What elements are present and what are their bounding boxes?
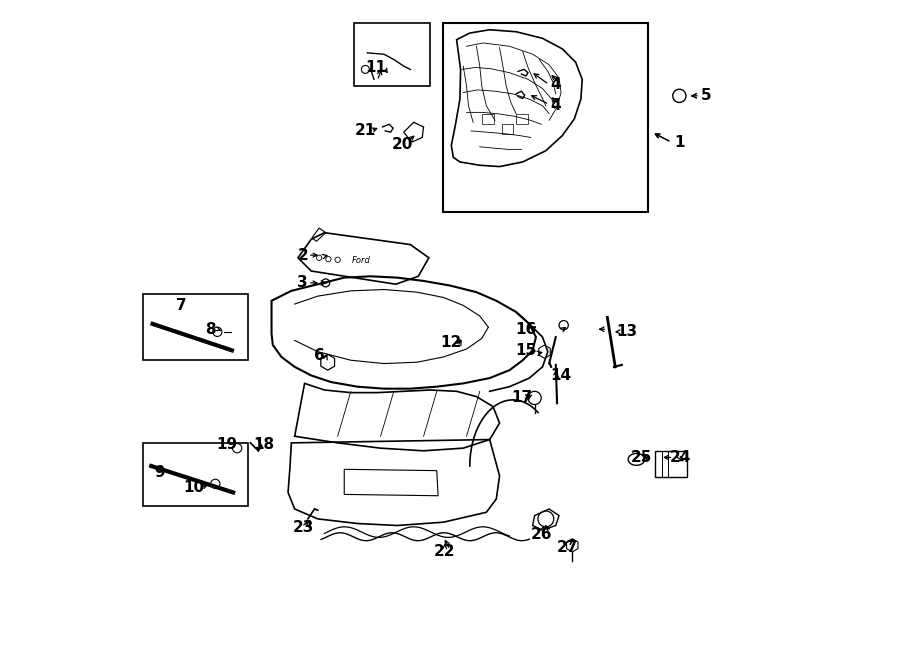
Bar [655, 451, 687, 477]
Text: 11: 11 [365, 60, 386, 75]
Text: 15: 15 [516, 343, 536, 358]
Text: 22: 22 [434, 545, 455, 559]
Bar [501, 124, 514, 134]
Text: 14: 14 [551, 368, 572, 383]
Text: 12: 12 [441, 335, 462, 350]
Text: 20: 20 [392, 137, 413, 151]
Bar [142, 443, 248, 506]
Text: 25: 25 [631, 450, 652, 465]
Text: 6: 6 [314, 348, 325, 363]
Text: 1: 1 [675, 135, 685, 149]
Text: 5: 5 [701, 89, 712, 103]
Bar [142, 294, 248, 360]
Text: 21: 21 [355, 124, 376, 138]
Text: Ford: Ford [351, 256, 370, 265]
Text: 13: 13 [616, 325, 638, 339]
Text: 3: 3 [297, 276, 308, 290]
Text: 4: 4 [551, 77, 561, 92]
Bar [516, 114, 528, 124]
Text: 16: 16 [516, 322, 536, 336]
Text: 26: 26 [530, 527, 552, 541]
Text: 9: 9 [154, 465, 165, 480]
Bar [444, 23, 648, 212]
Text: 8: 8 [205, 322, 216, 336]
Text: 18: 18 [253, 437, 274, 451]
Text: 27: 27 [557, 540, 579, 555]
Text: 19: 19 [216, 437, 237, 451]
Text: 23: 23 [292, 520, 314, 535]
Text: 17: 17 [511, 391, 532, 405]
Text: 4: 4 [551, 98, 561, 113]
Text: 10: 10 [183, 481, 204, 495]
Text: 2: 2 [298, 248, 309, 262]
Bar [482, 114, 493, 124]
Bar [355, 23, 430, 86]
Text: 7: 7 [176, 298, 186, 313]
Text: 24: 24 [670, 450, 690, 465]
